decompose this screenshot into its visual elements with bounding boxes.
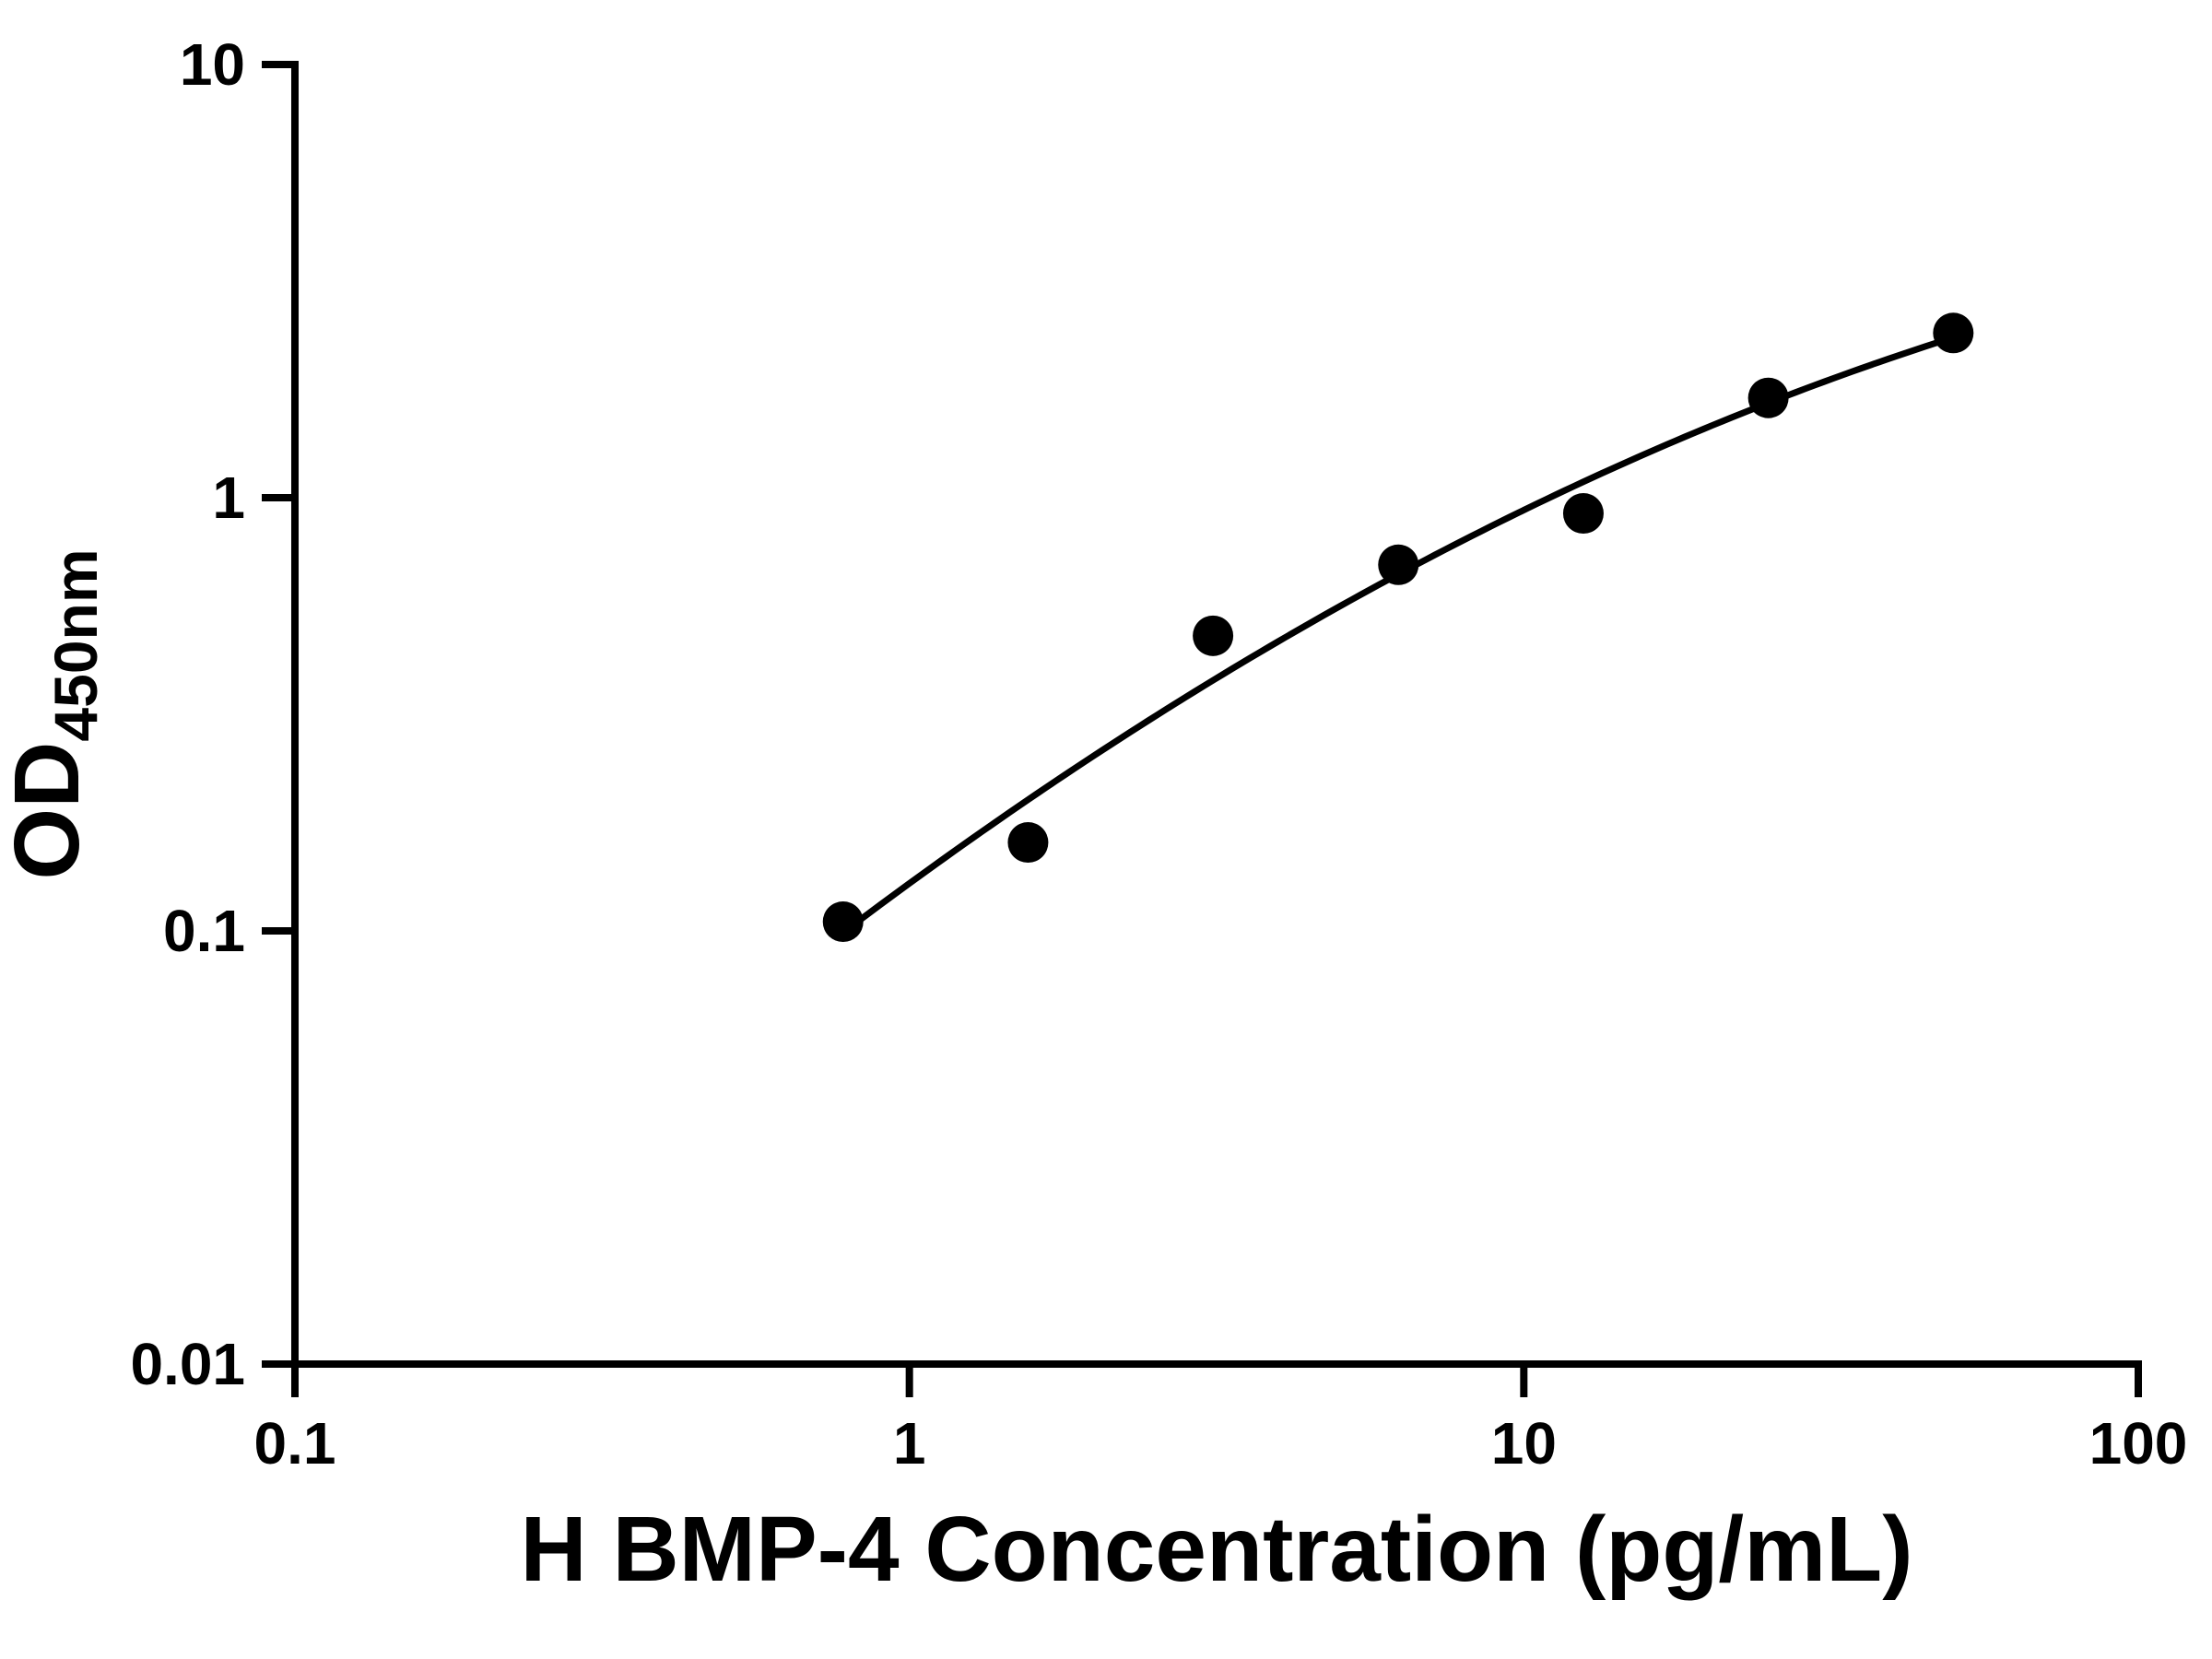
x-tick-label: 0.1 xyxy=(254,1410,336,1477)
data-point xyxy=(1747,377,1789,418)
data-point xyxy=(1007,822,1049,864)
data-point xyxy=(822,901,864,943)
y-axis-ticks: 0.01 0.1 1 10 xyxy=(130,31,295,1397)
x-tick-label: 10 xyxy=(1491,1410,1557,1477)
data-point xyxy=(1562,493,1604,535)
data-points xyxy=(822,312,1974,943)
y-axis-title-subscript: 450nm xyxy=(41,548,110,741)
x-axis-title: H BMP-4 Concentration (pg/mL) xyxy=(520,1498,1912,1601)
axes xyxy=(291,61,2142,1368)
axis-spine xyxy=(291,61,2142,1368)
data-point xyxy=(1193,615,1234,656)
x-tick-label: 1 xyxy=(893,1410,926,1477)
y-tick-label: 10 xyxy=(180,31,245,98)
y-axis-title-main: OD xyxy=(0,742,99,880)
y-tick-label: 1 xyxy=(212,465,245,531)
x-tick-label: 100 xyxy=(2089,1410,2188,1477)
data-point xyxy=(1378,544,1419,585)
y-axis-title: OD450nm xyxy=(0,548,110,879)
y-tick-label: 0.01 xyxy=(130,1331,245,1397)
y-tick-label: 0.1 xyxy=(163,898,245,964)
data-point xyxy=(1933,312,1974,354)
x-axis-ticks: 0.1 1 10 100 xyxy=(254,1364,2188,1477)
